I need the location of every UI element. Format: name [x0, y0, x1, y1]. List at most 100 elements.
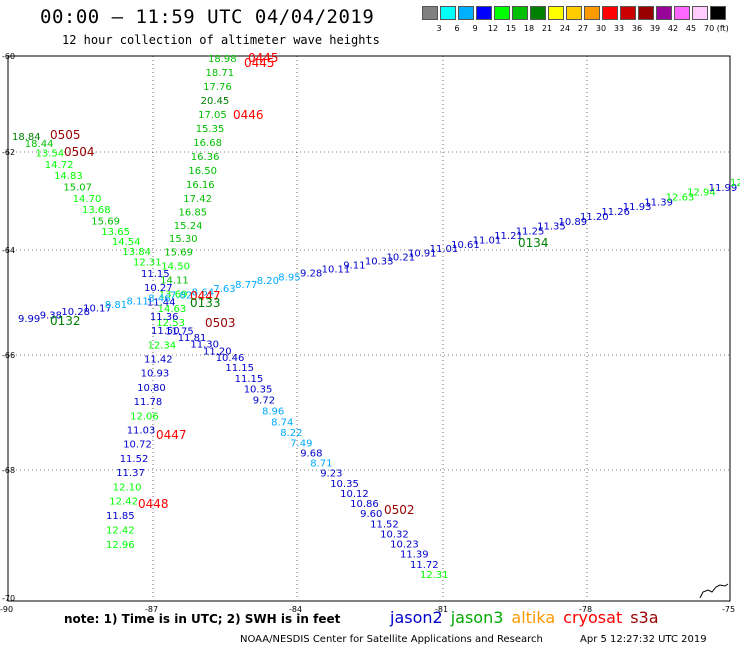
wave-height-value: 8.77 — [235, 280, 257, 291]
wave-height-value: 10.32 — [380, 530, 409, 541]
wave-height-value: 9.38 — [40, 311, 62, 322]
wave-height-value: 10.93 — [141, 369, 170, 380]
color-scale-swatch — [566, 6, 582, 20]
wave-height-value: 11.81 — [178, 333, 207, 344]
wave-height-value: 12.10 — [113, 482, 142, 493]
wave-height-value: 18.98 — [208, 54, 237, 65]
longitude-label: -78 — [579, 605, 592, 614]
wave-height-value: 11.36 — [150, 312, 179, 323]
wave-height-value: 8.46 — [148, 294, 170, 305]
color-scale-label: 3 — [436, 24, 442, 33]
credit-line: NOAA/NESDIS Center for Satellite Applica… — [240, 634, 543, 645]
wave-height-value: 8.81 — [105, 300, 127, 311]
pass-time-label: 0505 — [50, 128, 81, 142]
latitude-label: -62 — [2, 148, 15, 157]
pass-time-label: 0446 — [233, 108, 264, 122]
map-title: 00:00 – 11:59 UTC 04/04/2019 — [40, 6, 375, 28]
legend-item-altika: altika — [511, 608, 556, 627]
color-scale-label: 6 — [454, 24, 460, 33]
wave-height-value: 11.37 — [116, 468, 145, 479]
color-scale-swatch — [602, 6, 618, 20]
wave-height-value: 12.94 — [687, 188, 716, 199]
wave-height-value: 11.50 — [151, 326, 180, 337]
wave-height-value: 10.35 — [330, 479, 359, 490]
wave-height-value: 13.54 — [36, 149, 65, 160]
wave-height-value: 15.30 — [169, 234, 198, 245]
wave-height-value: 7.63 — [213, 284, 235, 295]
pass-time-label: 0504 — [64, 145, 95, 159]
wave-height-value: 14.54 — [112, 237, 141, 248]
wave-height-value: 11.30 — [190, 340, 219, 351]
wave-height-value: 8.20 — [257, 276, 279, 287]
wave-height-value: 10.17 — [83, 303, 112, 314]
wave-height-value: 9.99 — [18, 314, 40, 325]
color-scale-swatch — [638, 6, 654, 20]
wave-height-value: 8.74 — [271, 417, 293, 428]
wave-height-value: 11.15 — [235, 374, 264, 385]
wave-height-value: 11.35 — [537, 222, 566, 233]
wave-height-value: 14.83 — [54, 171, 83, 182]
color-scale-label: 9 — [472, 24, 478, 33]
wave-height-value: 12.21 — [730, 178, 740, 189]
color-scale-swatch — [674, 6, 690, 20]
wave-height-value: 10.33 — [365, 257, 394, 268]
pass-time-label: 0133 — [190, 296, 221, 310]
color-scale-label: 33 — [613, 24, 625, 33]
wave-height-value: 9.72 — [253, 396, 275, 407]
axis-labels: -60 -62 -64 -66 -68 -70 -90 -87 -84 -81 -78 -75 — [0, 52, 735, 614]
wave-height-value: 11.15 — [225, 363, 254, 374]
wave-height-value: 11.42 — [144, 355, 173, 366]
wave-height-value: 9.68 — [300, 449, 322, 460]
wave-height-value: 12.96 — [106, 540, 135, 551]
wave-height-value: 12.34 — [148, 340, 177, 351]
wave-height-value: 11.52 — [120, 454, 149, 465]
color-scale-label: 21 — [541, 24, 553, 33]
color-scale-label: 70 (ft) — [704, 24, 729, 33]
coastline — [699, 583, 729, 599]
color-scale-label: 15 — [505, 24, 517, 33]
color-scale-swatch — [548, 6, 564, 20]
pass-time-label: 0447 — [190, 289, 221, 303]
color-scale-swatch — [512, 6, 528, 20]
wave-height-value: 12.06 — [130, 411, 159, 422]
wave-height-value: 10.80 — [137, 383, 166, 394]
wave-height-value: 8.64 — [192, 288, 214, 299]
wave-height-value: 11.72 — [410, 560, 439, 571]
wave-height-value: 8.95 — [278, 272, 300, 283]
wave-height-value: 15.24 — [174, 221, 203, 232]
wave-height-value: 8.22 — [280, 428, 302, 439]
wave-height-value: 11.85 — [106, 511, 135, 522]
legend-item-jason3: jason3 — [450, 608, 504, 627]
wave-height-value: 11.01 — [473, 236, 502, 247]
latitude-label: -68 — [2, 466, 15, 475]
wave-height-value: 9.11 — [343, 261, 365, 272]
wave-height-value: 11.21 — [494, 231, 523, 242]
wave-height-value: 16.50 — [188, 166, 217, 177]
wave-height-value: 11.01 — [430, 244, 459, 255]
color-scale-swatch — [530, 6, 546, 20]
wave-height-value: 10.89 — [559, 217, 588, 228]
wave-height-value: 18.71 — [206, 68, 235, 79]
pass-time-label: 0445 — [248, 51, 279, 65]
wave-height-value: 17.42 — [183, 194, 212, 205]
wave-height-value: 11.26 — [601, 207, 630, 218]
graticule — [8, 56, 730, 598]
color-scale-swatch — [494, 6, 510, 20]
latitude-label: -66 — [2, 351, 15, 360]
pass-time-label: 0132 — [50, 314, 81, 328]
wave-height-value: 17.05 — [198, 110, 227, 121]
wave-height-value: 15.35 — [196, 124, 225, 135]
wave-height-value: 11.75 — [165, 327, 194, 338]
longitude-label: -75 — [722, 605, 735, 614]
wave-height-value: 10.61 — [451, 240, 480, 251]
wave-height-value: 18.44 — [25, 139, 54, 150]
track-values: 18.98 18.71 17.76 20.45 17.05 15.35 16.68 16.36… — [12, 54, 740, 581]
wave-height-value: 14.70 — [73, 194, 102, 205]
wave-height-value: 8.96 — [262, 407, 284, 418]
wave-height-value: 8.71 — [310, 459, 332, 470]
wave-height-value: 9.23 — [320, 469, 342, 480]
wave-height-value: 11.52 — [370, 519, 399, 530]
timestamp: Apr 5 12:27:32 UTC 2019 — [580, 634, 707, 645]
wave-height-value: 12.31 — [420, 570, 449, 581]
